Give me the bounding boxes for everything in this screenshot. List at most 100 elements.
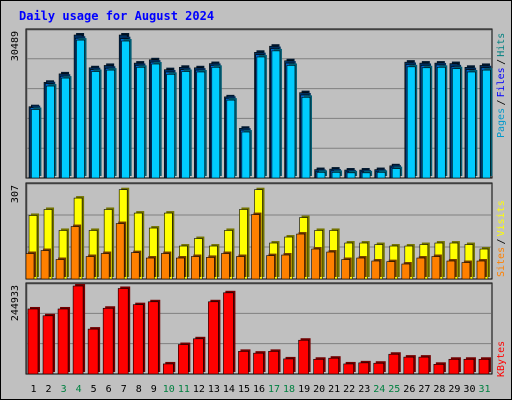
- x-tick-label-day-17: 17: [268, 384, 280, 395]
- bar-sites-day-2: [40, 250, 50, 280]
- bar-sites-day-4: [70, 226, 80, 280]
- x-tick-label-day-3: 3: [61, 384, 67, 395]
- bar-kbytes-day-19: [298, 339, 309, 375]
- bar-kbytes-day-18: [283, 358, 294, 375]
- bar-pages-day-24: [376, 172, 386, 179]
- legend-middle-sep: /: [496, 238, 507, 244]
- bar-kbytes-day-20: [313, 358, 324, 375]
- bar-sites-day-7: [115, 223, 125, 280]
- bar-pages-day-22: [346, 172, 356, 179]
- bar-sites-day-15: [236, 256, 245, 280]
- bar-sites-day-20: [311, 248, 320, 280]
- x-tick-label-day-9: 9: [151, 384, 157, 395]
- x-tick-label-day-30: 30: [463, 384, 475, 395]
- bar-sites-day-16: [251, 214, 260, 280]
- bar-pages-day-12: [196, 71, 206, 179]
- bar-sites-day-5: [85, 256, 95, 280]
- bar-sites-day-28: [431, 256, 441, 280]
- x-tick-label-day-24: 24: [373, 384, 385, 395]
- bar-kbytes-day-23: [358, 362, 370, 375]
- bar-kbytes-day-25: [388, 353, 400, 375]
- bar-sites-day-26: [401, 263, 411, 280]
- bar-kbytes-day-11: [178, 344, 189, 375]
- bar-pages-day-25: [391, 168, 401, 179]
- bar-sites-day-17: [266, 255, 275, 280]
- x-tick-label-day-6: 6: [106, 384, 112, 395]
- bar-pages-day-1: [31, 109, 40, 179]
- x-tick-label-day-20: 20: [313, 384, 325, 395]
- x-tick-label-day-14: 14: [223, 384, 235, 395]
- bar-sites-day-12: [191, 256, 200, 280]
- bar-pages-day-4: [76, 39, 85, 179]
- bar-pages-day-6: [106, 69, 115, 179]
- bar-kbytes-day-28: [433, 363, 445, 375]
- x-tick-label-day-26: 26: [403, 384, 415, 395]
- bar-kbytes-day-15: [238, 351, 249, 375]
- bar-sites-day-11: [176, 257, 185, 280]
- y-max-label-2: 307: [10, 185, 21, 203]
- bar-pages-day-16: [256, 56, 266, 179]
- bar-kbytes-day-3: [57, 308, 69, 375]
- bar-sites-day-1: [25, 253, 35, 280]
- bar-sites-day-24: [371, 260, 381, 280]
- x-tick-label-day-8: 8: [136, 384, 142, 395]
- bar-kbytes-day-21: [328, 357, 339, 375]
- bar-kbytes-day-1: [27, 308, 39, 375]
- x-tick-label-day-12: 12: [193, 384, 205, 395]
- legend-top-files: Files: [496, 67, 507, 97]
- bar-pages-day-15: [241, 131, 251, 179]
- legend-middle-visits: Visits: [496, 200, 507, 236]
- bar-kbytes-day-10: [162, 363, 174, 375]
- bar-kbytes-day-12: [193, 338, 204, 375]
- x-tick-label-day-28: 28: [433, 384, 445, 395]
- bar-kbytes-day-26: [403, 356, 415, 375]
- y-max-label-3: 244933: [10, 285, 21, 321]
- x-tick-label-day-22: 22: [343, 384, 355, 395]
- x-tick-label-day-1: 1: [31, 384, 37, 395]
- bar-sites-day-19: [296, 233, 305, 280]
- bar-kbytes-day-14: [223, 292, 234, 375]
- x-tick-label-day-11: 11: [178, 384, 190, 395]
- bar-sites-day-9: [145, 257, 155, 280]
- bar-kbytes-day-6: [102, 307, 114, 375]
- bar-pages-day-23: [361, 172, 371, 179]
- bar-kbytes-day-27: [418, 356, 430, 375]
- bar-kbytes-day-31: [478, 358, 490, 375]
- x-tick-label-day-16: 16: [253, 384, 265, 395]
- bar-sites-day-18: [281, 254, 290, 280]
- bar-sites-day-25: [386, 261, 396, 280]
- y-max-label-1: 30489: [10, 31, 21, 61]
- bar-pages-day-17: [271, 50, 281, 179]
- x-tick-label-day-15: 15: [238, 384, 250, 395]
- bar-sites-day-13: [206, 257, 215, 280]
- bar-pages-day-29: [452, 68, 461, 179]
- x-tick-label-day-18: 18: [283, 384, 295, 395]
- bar-pages-day-5: [91, 71, 100, 179]
- bar-pages-day-19: [301, 97, 311, 179]
- x-tick-label-day-7: 7: [121, 384, 127, 395]
- bar-sites-day-30: [461, 262, 471, 280]
- bar-sites-day-23: [356, 257, 366, 280]
- bar-pages-day-13: [211, 67, 221, 179]
- bar-kbytes-day-22: [343, 363, 354, 375]
- legend-top-sep1: /: [496, 99, 507, 105]
- bar-kbytes-day-8: [132, 304, 144, 375]
- bar-pages-day-20: [316, 172, 326, 179]
- bar-kbytes-day-24: [373, 362, 385, 375]
- bar-pages-day-28: [436, 67, 446, 179]
- legend-middle-sites: Sites: [496, 247, 507, 277]
- legend-top-sep2: /: [496, 59, 507, 65]
- x-tick-label-day-19: 19: [298, 384, 310, 395]
- x-tick-label-day-25: 25: [388, 384, 400, 395]
- bar-pages-day-2: [46, 85, 55, 179]
- x-tick-label-day-23: 23: [358, 384, 370, 395]
- legend-top-pages: Pages: [496, 108, 507, 138]
- bar-pages-day-11: [181, 71, 191, 179]
- bar-sites-day-29: [446, 260, 456, 280]
- bar-pages-day-8: [136, 67, 145, 179]
- x-tick-label-day-13: 13: [208, 384, 220, 395]
- bar-kbytes-day-4: [72, 285, 84, 375]
- bar-pages-day-9: [151, 63, 160, 179]
- bar-kbytes-day-7: [117, 288, 129, 375]
